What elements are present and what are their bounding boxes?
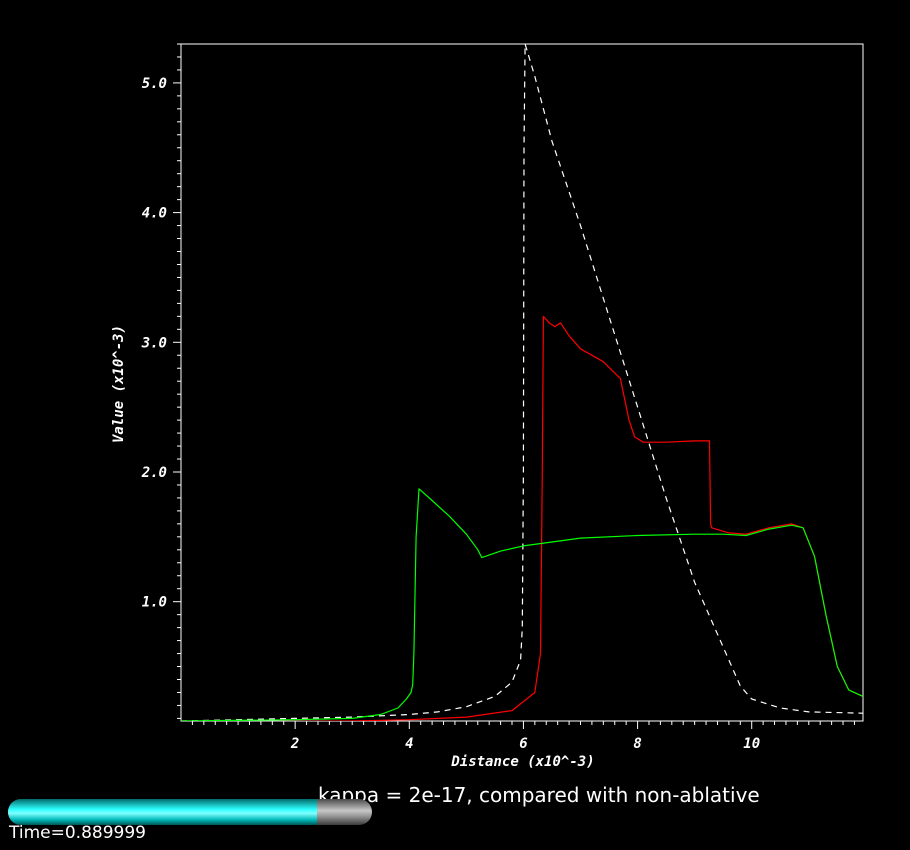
minor-ticks (177, 43, 855, 725)
x-axis-label: Distance (x10^-3) (450, 754, 594, 770)
plot-frame (180, 43, 864, 722)
x-tick-label: 10 (743, 736, 760, 752)
series-line-2 (273, 315, 863, 721)
x-tick-label: 4 (405, 736, 413, 752)
series-layer (181, 44, 863, 721)
y-tick-label: 3.0 (141, 335, 167, 351)
time-progress-fill (8, 799, 318, 825)
series-line-3 (181, 488, 863, 721)
x-axis-ticks: 2 4 6 8 10 (290, 721, 760, 752)
plot-border (180, 43, 864, 722)
y-tick-label: 2.0 (141, 465, 167, 481)
y-tick-label: 4.0 (142, 206, 167, 222)
y-axis-ticks: 1.0 2.0 3.0 4.0 5.0 (141, 76, 181, 611)
x-tick-label: 2 (290, 736, 299, 752)
plot-caption: kappa = 2e-17, compared with non-ablativ… (318, 783, 760, 807)
x-tick-label: 6 (519, 736, 527, 752)
x-tick-label: 8 (633, 736, 641, 752)
y-tick-label: 1.0 (142, 595, 167, 611)
y-axis-label: Value (x10^-3) (111, 325, 127, 443)
y-tick-label: 5.0 (142, 76, 167, 92)
series-line-1 (181, 44, 863, 721)
time-label: Time=0.889999 (9, 823, 146, 843)
time-progress-bar (8, 799, 372, 825)
